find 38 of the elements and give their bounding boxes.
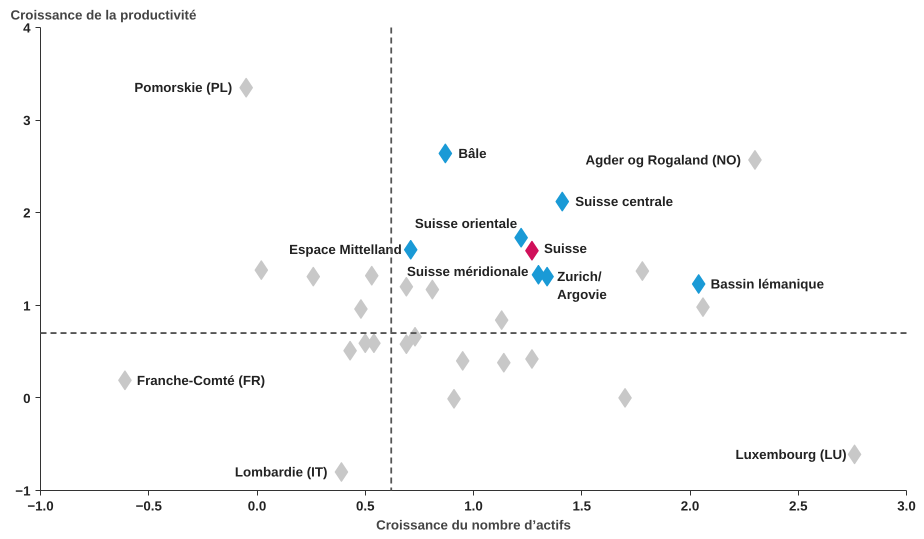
annotation: Suisse xyxy=(544,241,587,256)
point xyxy=(692,274,706,294)
y-axis-title: Croissance de la productivité xyxy=(10,8,196,22)
y-tick-label: 4 xyxy=(23,20,32,36)
annotation: Agder og Rogaland (NO) xyxy=(585,152,741,168)
y-tick-label: −1 xyxy=(15,484,32,498)
y-tick-label: 2 xyxy=(23,206,31,221)
y-tick-label: 1 xyxy=(23,298,32,314)
x-tick-label: 1.0 xyxy=(464,498,483,514)
annotation: Suisse orientale xyxy=(414,216,518,232)
point xyxy=(496,352,511,373)
x-tick-label: 3.0 xyxy=(897,498,916,514)
x-tick-label: 2.0 xyxy=(680,498,700,514)
annotation: Bâle xyxy=(458,146,487,161)
point xyxy=(254,260,268,280)
point xyxy=(456,350,470,371)
point xyxy=(239,78,254,98)
x-axis-title: Croissance du nombre d’actifs xyxy=(376,518,571,532)
point xyxy=(364,266,379,286)
annotation: Franche-Comté (FR) xyxy=(136,372,266,388)
annotation: Luxembourg (LU) xyxy=(735,446,847,462)
y-tick-label: 3 xyxy=(23,113,31,128)
annotation: Suisse méridionale xyxy=(406,264,528,280)
x-tick-label: −0.5 xyxy=(136,498,162,514)
annotation: Lombardie (IT) xyxy=(234,464,328,480)
point xyxy=(555,192,570,212)
x-tick-label: 0.5 xyxy=(356,498,376,514)
annotation: Pomorskie (PL) xyxy=(134,80,232,96)
point xyxy=(404,240,418,260)
annotation: Suisse centrale xyxy=(575,194,674,210)
annotation: Zurich/ Argovie xyxy=(557,269,607,302)
x-tick-label: −1.0 xyxy=(27,498,54,514)
x-tick-label: 1.5 xyxy=(572,498,592,514)
point xyxy=(306,266,320,287)
x-tick-label: 2.5 xyxy=(788,498,808,514)
y-tick-label: 0 xyxy=(23,390,31,406)
annotation: Bassin lémanique xyxy=(710,276,824,292)
x-tick-label: 0.0 xyxy=(248,498,266,514)
